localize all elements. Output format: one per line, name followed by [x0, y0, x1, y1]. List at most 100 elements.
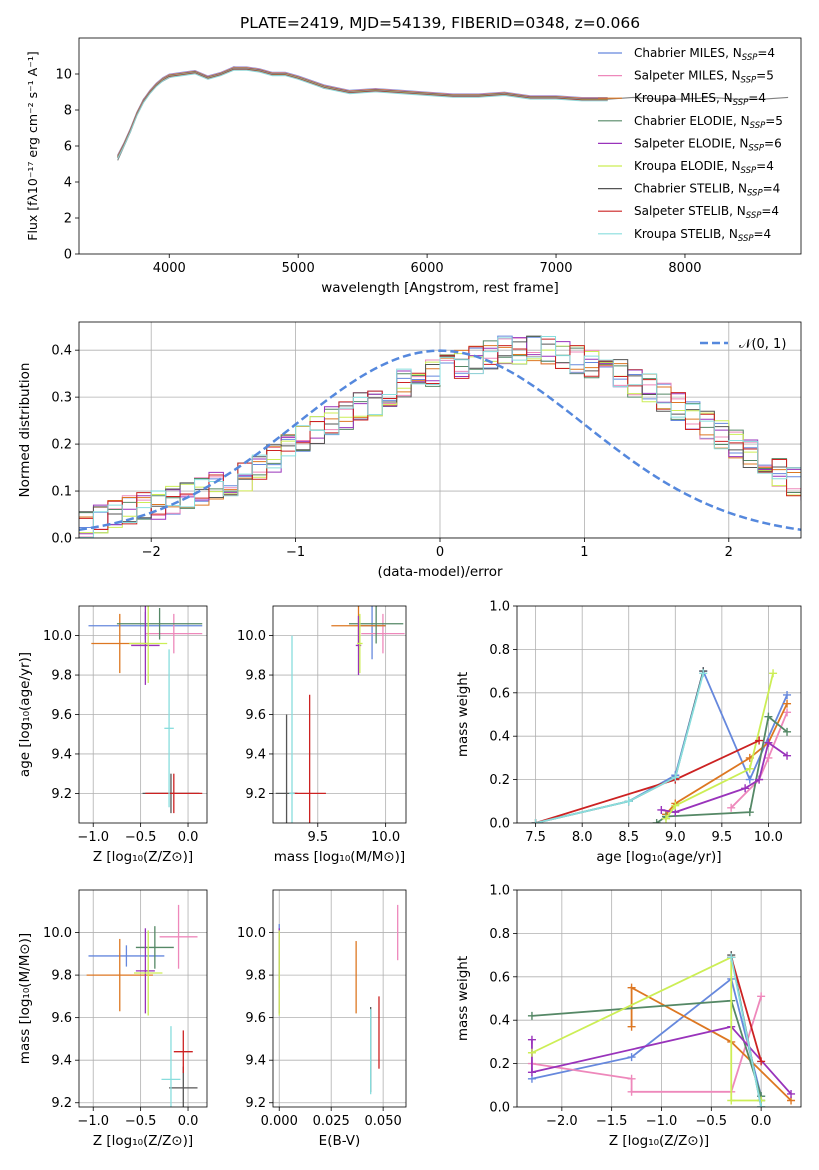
- y-tick-label: 9.8: [245, 669, 266, 684]
- y-tick-label: 9.2: [51, 1096, 72, 1111]
- y-tick-label: 2: [64, 212, 72, 227]
- axes-mass-vs-ebv: 0.000 0.025 0.050 9.2 9.4 9.6 9.8 10.0 E(B-V): [237, 889, 407, 1149]
- legend-label: Salpeter ELODIE, NSSP=6: [634, 136, 782, 153]
- x-tick-label: −0.5: [696, 1114, 728, 1129]
- y-tick-label: 6: [64, 140, 72, 155]
- y-tick-label: 0.3: [51, 391, 72, 406]
- x-tick-label: 5000: [282, 261, 315, 276]
- model-line: [117, 66, 608, 156]
- axes-frame: [78, 37, 802, 255]
- y-tick-label: 0.6: [489, 970, 510, 985]
- y-tick-label: 9.6: [51, 1011, 72, 1026]
- series-line: [535, 670, 705, 823]
- point-marker: [527, 1011, 536, 1020]
- plot-area: [117, 66, 789, 161]
- series-line: [665, 673, 774, 820]
- x-tick-label: 9.5: [712, 830, 733, 845]
- y-tick-label: 1.0: [489, 600, 510, 615]
- errorbar-point: [86, 938, 153, 1012]
- y-axis-label: age [log₁₀(age/yr)]: [17, 652, 33, 777]
- point-marker: [783, 690, 792, 699]
- y-tick-label: 9.6: [51, 708, 72, 723]
- point-marker: [783, 727, 792, 736]
- series-line: [730, 711, 788, 809]
- y-tick-label: 10.0: [237, 926, 266, 941]
- y-tick-label: 9.4: [51, 747, 72, 762]
- legend-label: Kroupa ELODIE, NSSP=4: [634, 159, 774, 176]
- x-tick-label: 0.050: [365, 1114, 402, 1129]
- point-marker: [764, 738, 773, 747]
- point-marker: [755, 736, 764, 745]
- y-axis-label: Flux [fλ10⁻¹⁷ erg cm⁻² s⁻¹ A⁻¹]: [25, 51, 40, 240]
- x-tick-label: 0.000: [261, 1114, 298, 1129]
- y-tick-label: 9.8: [51, 669, 72, 684]
- point-marker: [527, 1068, 536, 1077]
- legend-label: Kroupa STELIB, NSSP=4: [634, 227, 771, 244]
- y-tick-label: 0: [64, 248, 72, 263]
- point-marker: [755, 775, 764, 784]
- point-marker: [657, 805, 666, 814]
- series-line: [531, 977, 763, 1097]
- errorbar-point: [173, 1030, 193, 1073]
- y-tick-label: 0.2: [489, 1057, 510, 1072]
- model-line: [117, 67, 608, 158]
- model-line: [117, 67, 608, 157]
- axes-frame: [78, 605, 208, 824]
- x-tick-label: −0.5: [125, 830, 157, 845]
- x-tick-label: 0.0: [178, 1114, 199, 1129]
- y-tick-label: 0.6: [489, 686, 510, 701]
- axes-frame: [272, 889, 407, 1108]
- x-tick-label: −2: [142, 545, 161, 560]
- point-marker: [624, 797, 633, 806]
- errorbar-point: [289, 635, 295, 823]
- errorbar-point: [361, 613, 405, 654]
- plot-area: [517, 890, 801, 1107]
- series-line: [531, 996, 762, 1093]
- y-tick-label: 9.4: [245, 747, 266, 762]
- axes-frame: [516, 889, 802, 1108]
- series-line: [531, 955, 762, 1102]
- series-line: [630, 986, 792, 1102]
- point-marker: [764, 712, 773, 721]
- axes-mass-vs-Z: −1.0 −0.5 0.0 9.2 9.4 9.6 9.8 10.0 Z [log₁₀(Z/Z⊙…: [17, 889, 208, 1149]
- point-marker: [745, 775, 754, 784]
- x-tick-label: −0.5: [125, 1114, 157, 1129]
- point-marker: [783, 751, 792, 760]
- errorbar-point: [293, 694, 326, 823]
- point-marker: [745, 808, 754, 817]
- x-tick-label: 6000: [411, 261, 444, 276]
- legend-label: 𝒩(0, 1): [739, 337, 786, 352]
- y-axis-label: mass weight: [455, 956, 471, 1041]
- point-marker: [671, 773, 680, 782]
- y-tick-label: 0.4: [51, 344, 72, 359]
- legend-label: Salpeter STELIB, NSSP=4: [634, 204, 779, 221]
- axes-weight-vs-Z: −2.0 −1.5 −1.0 −0.5 0.0 0.0 0.2 0.4 0.6 0.8 1.0 Z […: [455, 884, 802, 1149]
- x-tick-label: 1: [580, 545, 588, 560]
- y-tick-label: 10.0: [237, 629, 266, 644]
- errorbar-point: [164, 649, 174, 808]
- errorbar-point: [135, 926, 174, 969]
- errorbar-point: [133, 930, 163, 1016]
- y-tick-label: 9.4: [245, 1054, 266, 1069]
- legend-label: Chabrier ELODIE, NSSP=5: [634, 114, 783, 131]
- y-tick-label: 9.6: [245, 708, 266, 723]
- x-tick-label: 2: [725, 545, 733, 560]
- y-tick-label: 0.0: [51, 532, 72, 547]
- point-marker: [527, 1048, 536, 1057]
- x-tick-label: 0.0: [751, 1114, 772, 1129]
- x-tick-label: 0.025: [313, 1114, 350, 1129]
- y-tick-label: 4: [64, 176, 72, 191]
- point-marker: [769, 669, 778, 678]
- y-tick-label: 10.0: [43, 629, 72, 644]
- x-axis-label: Z [log₁₀(Z/Z⊙)]: [609, 1133, 709, 1149]
- y-tick-label: 0.2: [489, 773, 510, 788]
- x-tick-label: 9.0: [665, 830, 686, 845]
- legend-label: Salpeter MILES, NSSP=5: [634, 69, 774, 86]
- y-tick-label: 8: [64, 104, 72, 119]
- axes-spectrum: 4000 5000 6000 7000 8000 0 2 4 6 8 10 wavelength [A…: [25, 37, 802, 296]
- y-tick-label: 9.2: [245, 1096, 266, 1111]
- x-tick-label: 10.0: [371, 830, 400, 845]
- errorbar-point: [145, 773, 203, 814]
- point-marker: [652, 819, 661, 823]
- y-tick-label: 0.0: [489, 817, 510, 832]
